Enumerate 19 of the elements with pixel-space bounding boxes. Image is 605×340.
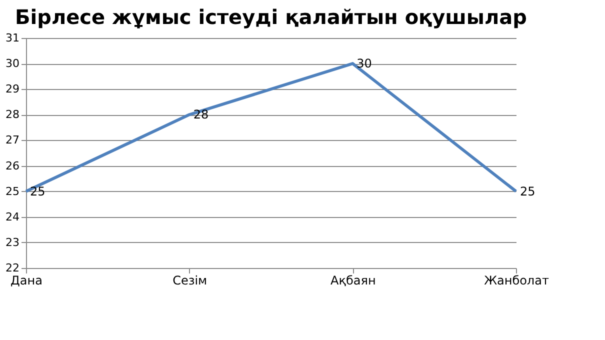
y-tick-label: 30 [6, 57, 20, 70]
x-tick-label: Дана [10, 274, 42, 288]
y-tick-label: 24 [6, 210, 20, 224]
chart-title: Бірлесе жұмыс істеуді қалайтын оқушылар [15, 5, 527, 29]
data-label: 25 [30, 184, 46, 198]
data-label: 30 [356, 56, 372, 71]
x-tick-label: Сезім [172, 274, 208, 288]
x-tick-label: Жанболат [484, 274, 549, 288]
y-tick-label: 26 [6, 159, 20, 172]
y-tick-label: 29 [6, 82, 20, 96]
y-tick-label: 28 [6, 108, 20, 122]
data-label: 25 [520, 184, 536, 198]
x-tick-label: Ақбаян [330, 274, 376, 288]
y-tick-label: 27 [6, 134, 20, 147]
y-tick-label: 23 [6, 236, 20, 249]
y-tick-label: 31 [6, 32, 20, 44]
y-tick-label: 22 [6, 262, 20, 274]
y-tick-label: 25 [6, 184, 20, 198]
data-label: 28 [193, 108, 209, 122]
